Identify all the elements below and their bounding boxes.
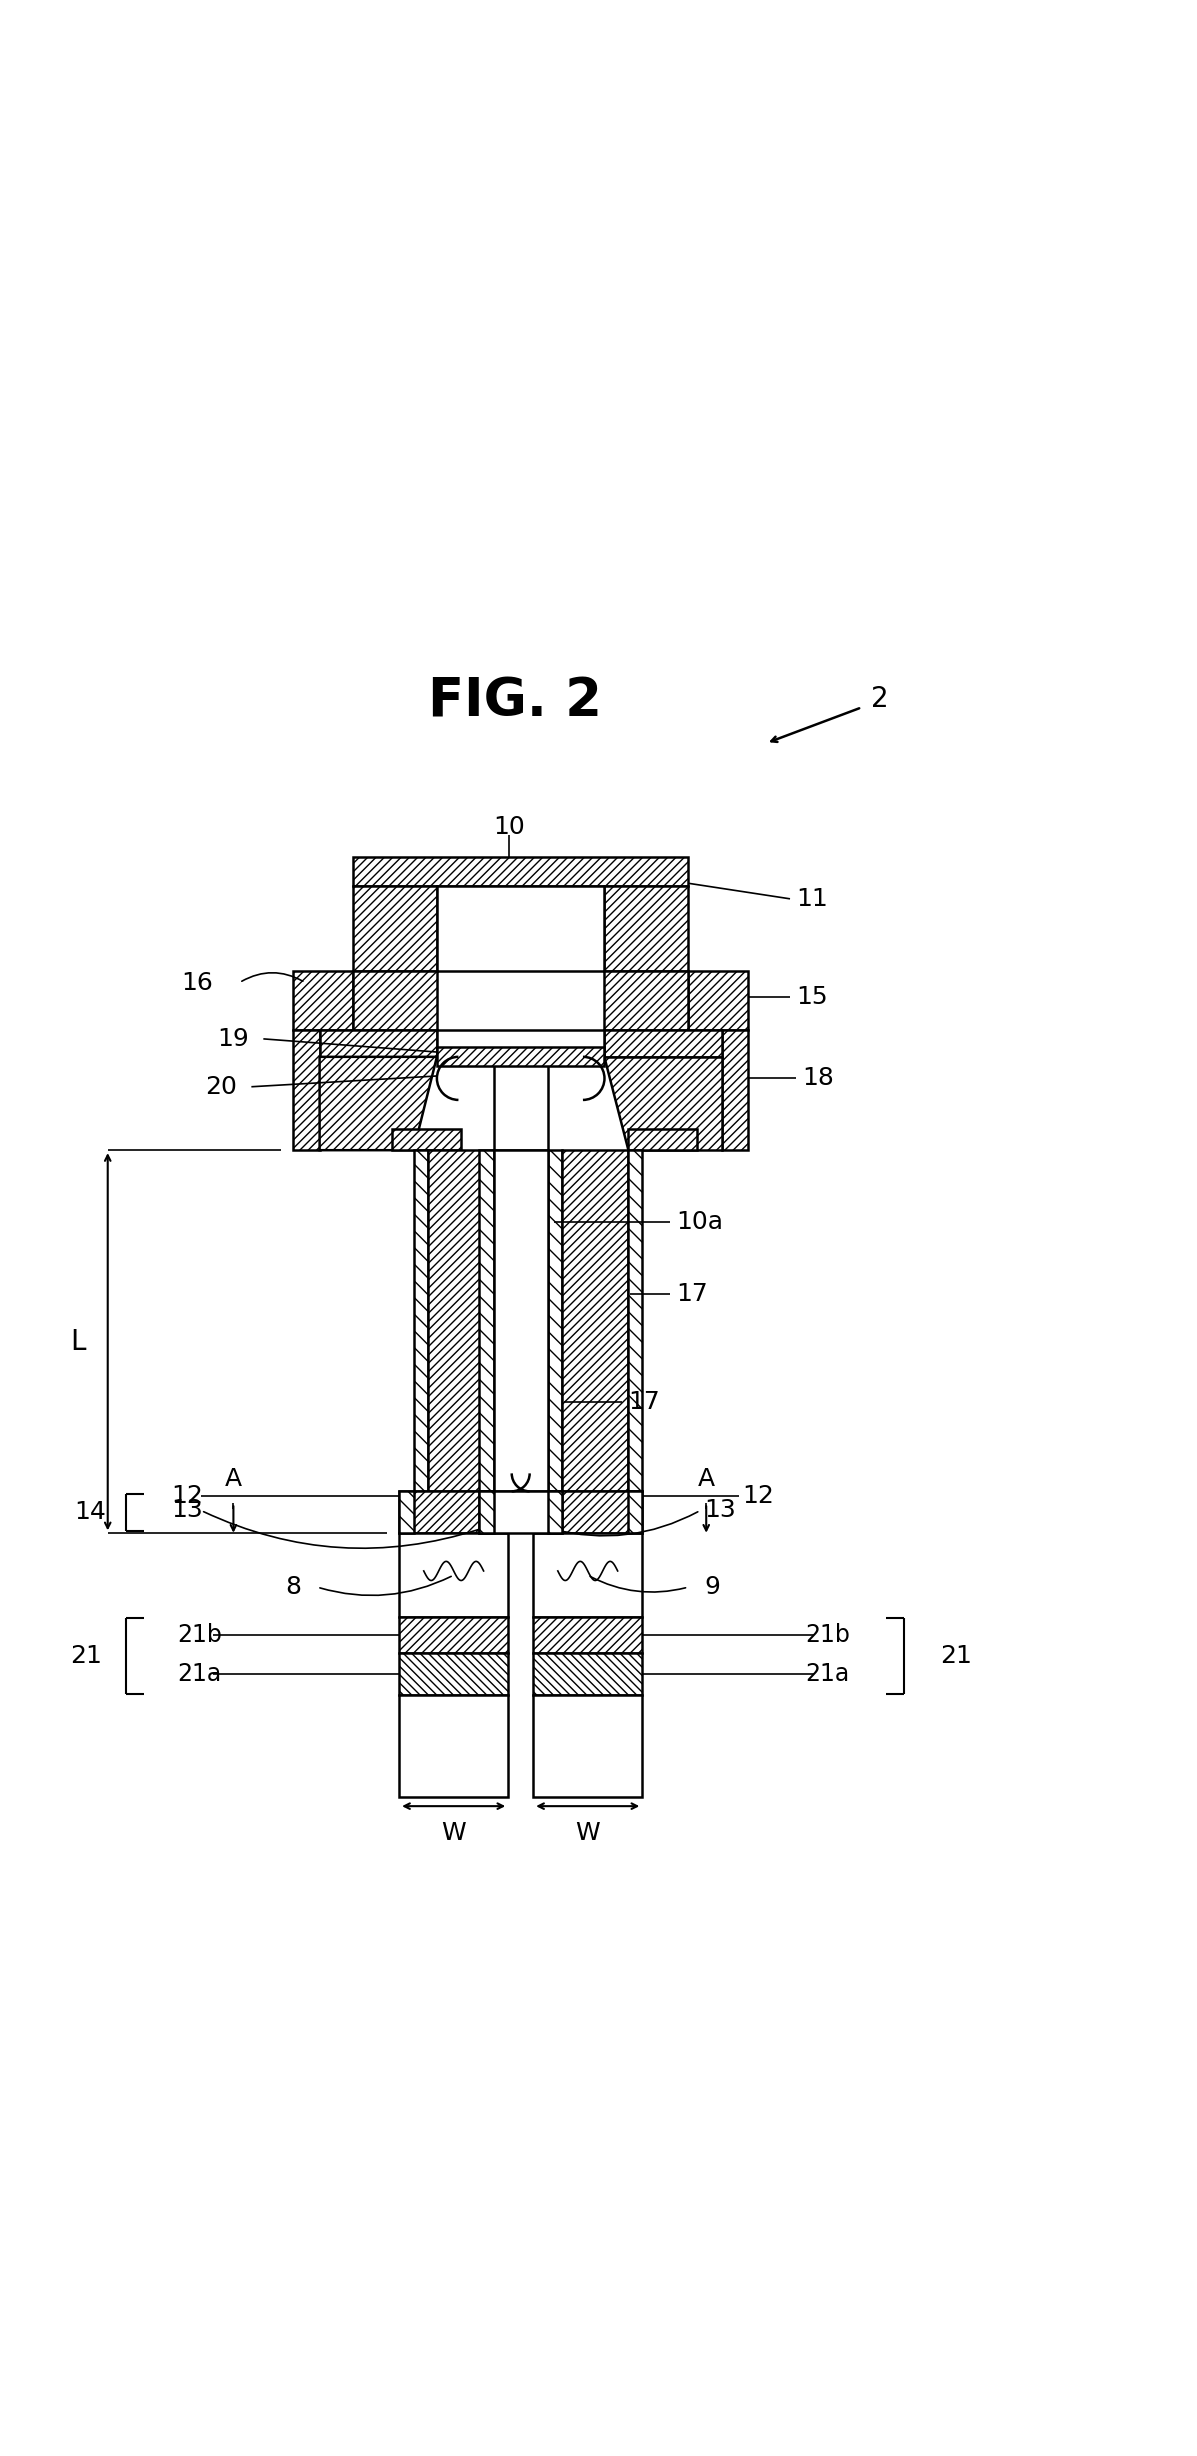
Text: A: A (225, 1466, 242, 1491)
Bar (534, 1533, 642, 1616)
Bar (628, 1491, 643, 1533)
Bar (437, 887, 604, 970)
Text: 20: 20 (206, 1076, 237, 1098)
Bar (534, 1616, 642, 1653)
Bar (604, 887, 688, 970)
Bar (628, 1130, 697, 1149)
Bar (548, 1491, 563, 1533)
Text: 21b: 21b (806, 1623, 850, 1648)
Bar (437, 1046, 604, 1066)
Bar (353, 857, 688, 887)
Bar (479, 1491, 493, 1533)
Bar (399, 1695, 508, 1798)
Bar (320, 1032, 437, 1056)
Text: 21: 21 (940, 1643, 972, 1668)
Bar (493, 1149, 548, 1491)
Text: 13: 13 (704, 1498, 736, 1523)
Text: 19: 19 (218, 1027, 249, 1051)
Bar (563, 1149, 628, 1491)
Text: 8: 8 (285, 1574, 302, 1599)
Text: 11: 11 (796, 887, 828, 911)
Bar (604, 1032, 722, 1056)
Bar (604, 970, 688, 1032)
Text: 17: 17 (628, 1390, 661, 1415)
Bar (628, 1149, 643, 1491)
Text: 21a: 21a (806, 1663, 850, 1685)
Text: 2: 2 (871, 685, 888, 712)
Text: 15: 15 (796, 985, 827, 1009)
Bar (493, 1056, 548, 1149)
Bar (534, 1695, 642, 1798)
Bar (399, 1653, 508, 1695)
Text: FIG. 2: FIG. 2 (427, 675, 602, 727)
Text: 21b: 21b (177, 1623, 221, 1648)
Text: 16: 16 (182, 970, 213, 995)
Bar (414, 1149, 429, 1491)
Bar (353, 970, 437, 1032)
Bar (399, 1533, 508, 1616)
Polygon shape (604, 1056, 722, 1149)
Bar (479, 1491, 563, 1533)
Bar (399, 1491, 493, 1533)
Bar (391, 1130, 461, 1149)
Text: 18: 18 (802, 1066, 834, 1090)
Bar (534, 1653, 642, 1695)
Bar (293, 970, 353, 1032)
Text: 10a: 10a (676, 1211, 723, 1233)
Bar (548, 1149, 563, 1491)
Bar (353, 887, 437, 970)
Text: W: W (576, 1820, 600, 1844)
Text: A: A (698, 1466, 715, 1491)
Text: L: L (71, 1329, 85, 1356)
Text: 13: 13 (171, 1498, 203, 1523)
Text: 12: 12 (171, 1483, 203, 1508)
Bar (399, 1616, 508, 1653)
Text: 12: 12 (742, 1483, 774, 1508)
Bar (293, 1032, 320, 1149)
Polygon shape (320, 1056, 437, 1149)
Text: 10: 10 (493, 815, 524, 840)
Bar (429, 1149, 493, 1491)
Bar (399, 1491, 414, 1533)
Text: W: W (442, 1820, 466, 1844)
Bar (722, 1032, 748, 1149)
Bar (548, 1491, 642, 1533)
Bar (437, 1032, 604, 1056)
Text: 14: 14 (74, 1501, 105, 1525)
Text: 21a: 21a (177, 1663, 221, 1685)
Bar (688, 970, 748, 1032)
Text: 17: 17 (676, 1282, 709, 1307)
Bar (479, 1149, 493, 1491)
Text: 9: 9 (704, 1574, 721, 1599)
Text: 21: 21 (71, 1643, 102, 1668)
